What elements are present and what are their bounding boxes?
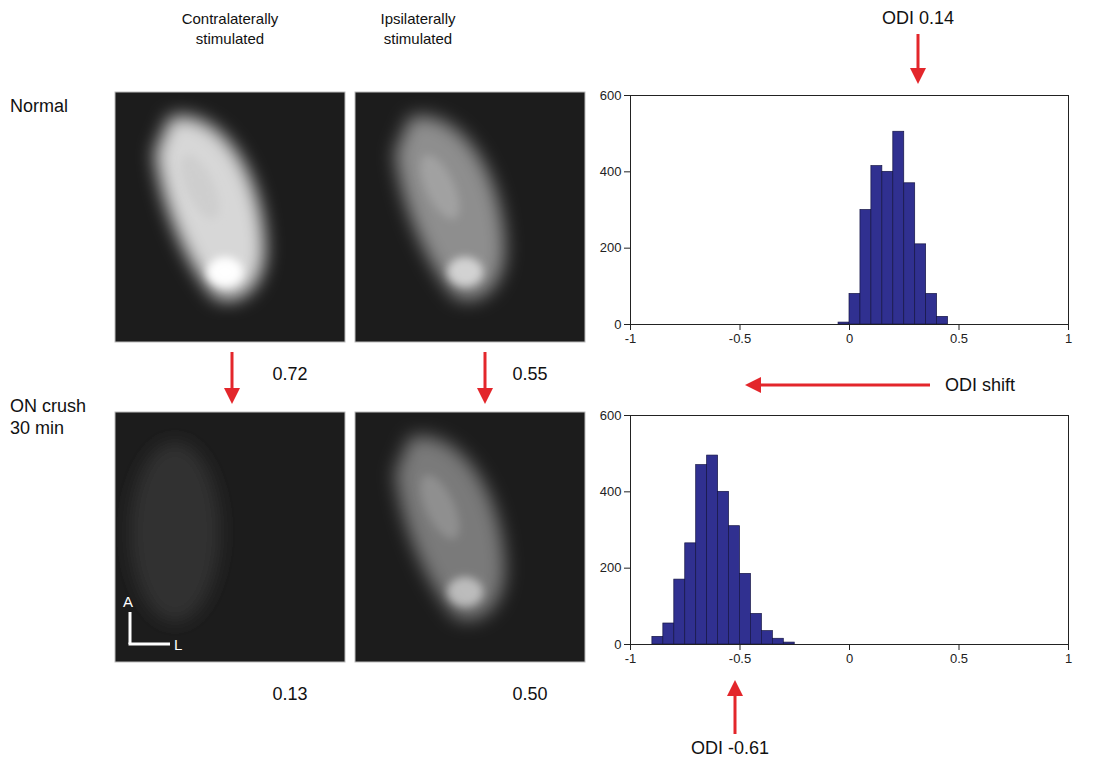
svg-text:0: 0	[614, 637, 621, 652]
svg-text:Normal: Normal	[10, 96, 68, 116]
svg-text:0.55: 0.55	[512, 364, 547, 384]
svg-text:A: A	[123, 593, 133, 610]
svg-text:ON crush30 min: ON crush30 min	[10, 396, 86, 438]
svg-text:0: 0	[846, 651, 853, 666]
svg-text:200: 200	[600, 240, 622, 255]
svg-text:Contralaterallystimulated: Contralaterallystimulated	[182, 10, 279, 47]
svg-text:200: 200	[600, 560, 622, 575]
svg-text:1: 1	[1065, 651, 1072, 666]
svg-text:400: 400	[600, 164, 622, 179]
svg-text:0.5: 0.5	[950, 651, 968, 666]
svg-text:0: 0	[846, 331, 853, 346]
svg-text:0.72: 0.72	[272, 364, 307, 384]
svg-text:600: 600	[600, 408, 622, 423]
svg-text:Ipsilaterallystimulated: Ipsilaterallystimulated	[380, 10, 456, 47]
svg-text:-0.5: -0.5	[729, 651, 751, 666]
svg-text:ODI 0.14: ODI 0.14	[882, 8, 954, 28]
svg-text:ODI shift: ODI shift	[945, 375, 1015, 395]
svg-text:0.13: 0.13	[272, 684, 307, 704]
svg-text:1: 1	[1065, 331, 1072, 346]
svg-text:600: 600	[600, 88, 622, 103]
svg-text:0.5: 0.5	[950, 331, 968, 346]
svg-text:0: 0	[614, 317, 621, 332]
svg-text:-1: -1	[625, 651, 637, 666]
svg-text:-0.5: -0.5	[729, 331, 751, 346]
svg-text:-1: -1	[625, 331, 637, 346]
svg-text:L: L	[174, 636, 182, 653]
svg-text:0.50: 0.50	[512, 684, 547, 704]
svg-text:ODI -0.61: ODI -0.61	[691, 738, 769, 758]
svg-text:400: 400	[600, 484, 622, 499]
